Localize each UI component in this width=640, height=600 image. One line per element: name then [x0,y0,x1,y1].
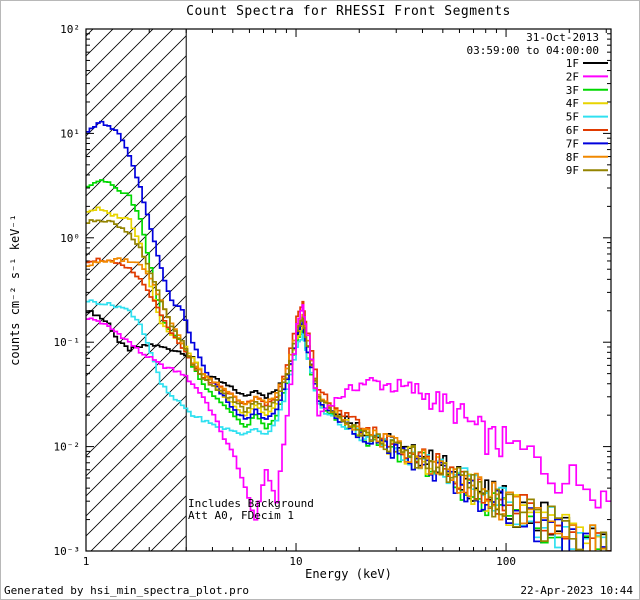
legend-label-5F: 5F [566,111,579,124]
hatched-attenuation-region [86,29,187,551]
x-tick-label: 10 [289,555,302,568]
legend-label-1F: 1F [566,57,579,70]
curve-7F [86,120,608,551]
annotation-background: Includes Background [188,497,314,510]
legend-label-6F: 6F [566,124,579,137]
x-tick-label: 100 [496,555,516,568]
observation-date: 31-Oct-2013 [526,31,599,44]
annotation-attenuator: Att A0, FDecim 1 [188,509,294,522]
legend-label-4F: 4F [566,97,579,110]
y-tick-label: 10⁰ [60,232,80,245]
plot-frame [85,28,612,552]
legend-label-7F: 7F [566,137,579,150]
chart-title: Count Spectra for RHESSI Front Segments [186,4,511,19]
y-tick-label: 10⁻² [54,441,81,454]
footer-timestamp: 22-Apr-2023 10:44 [520,584,633,597]
observation-time-range: 03:59:00 to 04:00:00 [466,44,599,57]
footer-generator-note: Generated by hsi_min_spectra_plot.pro [4,584,250,597]
y-tick-label: 10⁻¹ [54,336,81,349]
curve-9F [86,219,608,551]
legend-label-2F: 2F [566,70,579,83]
spectra-curves [86,120,611,551]
curve-2F [86,304,611,521]
plot-annotations: Includes Background Att A0, FDecim 1 [188,498,314,522]
observation-datetime: 31-Oct-2013 03:59:00 to 04:00:00 [467,31,599,57]
legend-label-3F: 3F [566,84,579,97]
y-tick-label: 10⁻³ [54,545,81,558]
x-tick-label: 1 [83,555,90,568]
axis-ticks: 1 10 100 10⁻³ 10⁻² 10⁻¹ 10⁰ 10¹ 10² [54,23,611,568]
y-tick-label: 10¹ [60,127,80,140]
legend-label-8F: 8F [566,151,579,164]
x-axis-label: Energy (keV) [305,567,392,581]
y-tick-label: 10² [60,23,80,36]
legend-label-9F: 9F [566,164,579,177]
y-axis-label: counts cm⁻² s⁻¹ keV⁻¹ [8,214,22,366]
